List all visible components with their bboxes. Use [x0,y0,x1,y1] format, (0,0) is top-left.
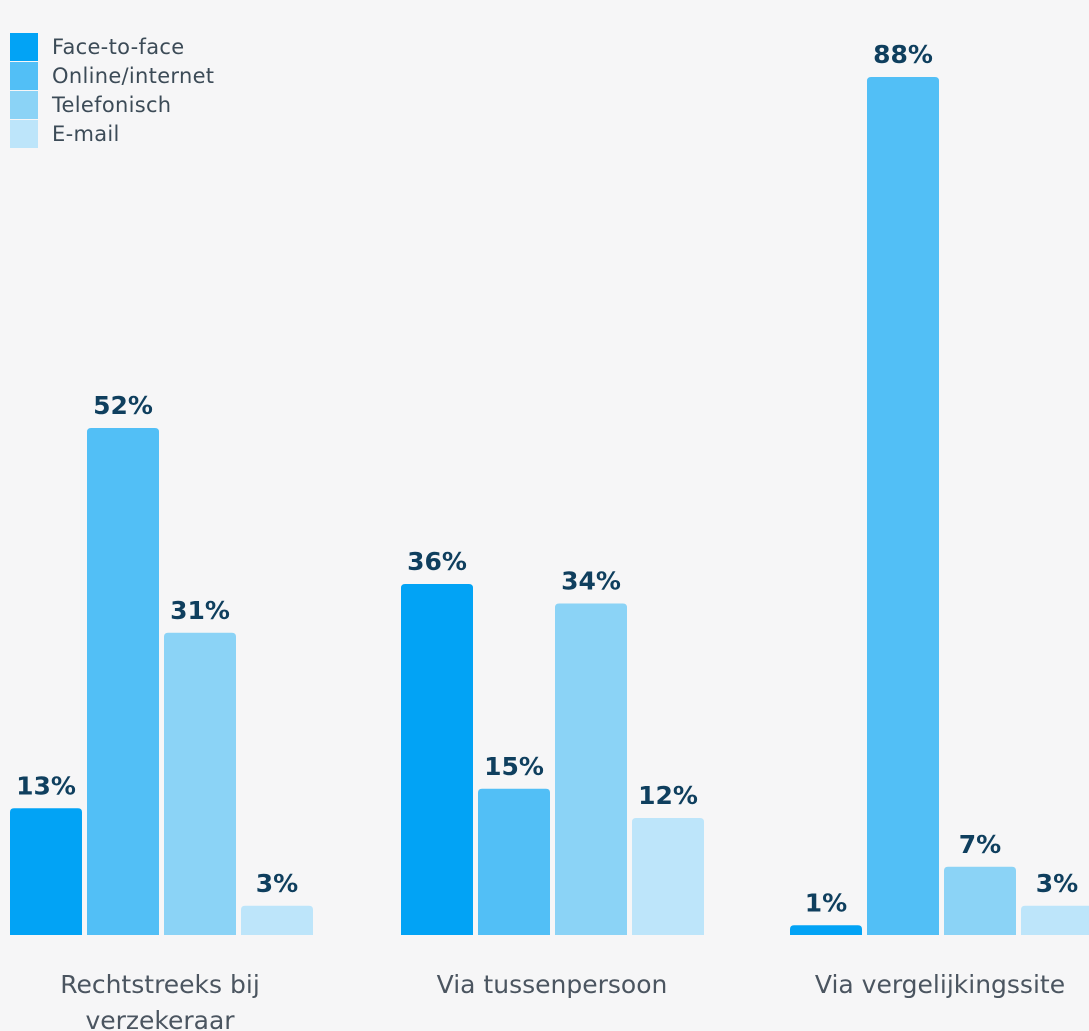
bar-face-to-face-0 [10,808,82,935]
data-label: 13% [16,771,76,800]
legend-item: Face-to-face [10,32,214,61]
legend-item: Online/internet [10,61,214,90]
category-label: Via vergelijkingssite [815,970,1065,999]
category-label: Rechtstreeks bij verzekeraar [60,970,260,1031]
legend-item: Telefonisch [10,90,214,119]
data-label: 36% [407,547,467,576]
bar-face-to-face-2 [790,925,862,935]
data-label: 15% [484,752,544,781]
bar-telefonisch-0 [164,632,236,935]
bar-e-mail-2 [1021,905,1089,935]
bar-face-to-face-1 [401,584,473,935]
data-label: 34% [561,567,621,596]
data-label: 3% [1036,869,1078,898]
legend-label-face-to-face: Face-to-face [52,34,185,59]
data-label: 7% [959,830,1001,859]
data-label: 31% [170,596,230,625]
bar-telefonisch-2 [944,866,1016,935]
legend-label-online: Online/internet [52,63,215,88]
legend-item: E-mail [10,119,214,148]
category-label: Via tussenpersoon [437,970,668,999]
legend-swatch-telefonisch [10,90,38,119]
bar-e-mail-1 [632,818,704,935]
data-label: 1% [805,888,847,917]
bar-online-internet-2 [867,77,939,935]
legend-swatch-email [10,119,38,148]
legend-label-telefonisch: Telefonisch [52,92,172,117]
data-label: 88% [873,40,933,69]
data-label: 52% [93,391,153,420]
bar-online-internet-1 [478,788,550,935]
legend-swatch-online [10,61,38,90]
bar-telefonisch-1 [555,603,627,935]
legend-swatch-face-to-face [10,32,38,61]
bar-online-internet-0 [87,428,159,935]
bar-e-mail-0 [241,905,313,935]
legend: Face-to-face Online/internet Telefonisch… [10,32,214,148]
data-label: 3% [256,869,298,898]
legend-label-email: E-mail [52,121,120,146]
data-label: 12% [638,781,698,810]
